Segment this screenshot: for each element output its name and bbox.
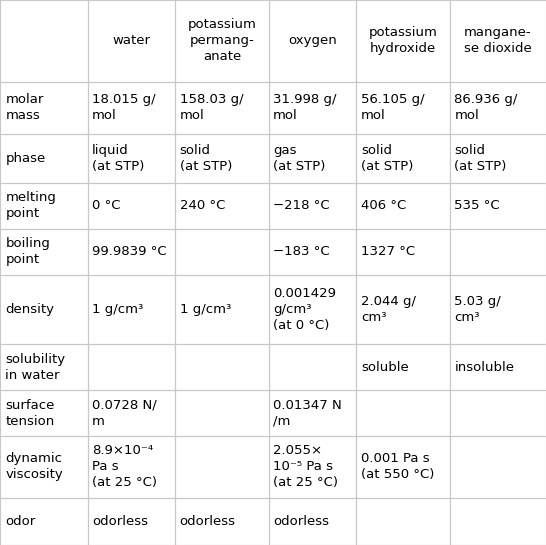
Text: odorless: odorless (92, 515, 148, 528)
Text: 18.015 g/
mol: 18.015 g/ mol (92, 93, 156, 122)
Text: odorless: odorless (180, 515, 236, 528)
Text: solid
(at STP): solid (at STP) (454, 144, 507, 173)
Text: 0.01347 N
/m: 0.01347 N /m (273, 398, 342, 427)
Text: molar
mass: molar mass (5, 93, 44, 122)
Text: −183 °C: −183 °C (273, 245, 330, 258)
Text: 240 °C: 240 °C (180, 199, 225, 212)
Text: mangane-
se dioxide: mangane- se dioxide (464, 27, 532, 56)
Text: 1 g/cm³: 1 g/cm³ (92, 303, 143, 316)
Text: water: water (112, 34, 151, 47)
Text: 99.9839 °C: 99.9839 °C (92, 245, 167, 258)
Text: surface
tension: surface tension (5, 398, 55, 427)
Text: potassium
hydroxide: potassium hydroxide (369, 27, 438, 56)
Text: solid
(at STP): solid (at STP) (361, 144, 413, 173)
Text: 2.055×
10⁻⁵ Pa s
(at 25 °C): 2.055× 10⁻⁵ Pa s (at 25 °C) (273, 444, 338, 489)
Text: potassium
permang-
anate: potassium permang- anate (188, 19, 257, 63)
Text: 158.03 g/
mol: 158.03 g/ mol (180, 93, 244, 122)
Text: melting
point: melting point (5, 191, 56, 220)
Text: 1327 °C: 1327 °C (361, 245, 415, 258)
Text: 535 °C: 535 °C (454, 199, 500, 212)
Text: odor: odor (5, 515, 35, 528)
Text: 86.936 g/
mol: 86.936 g/ mol (454, 93, 518, 122)
Text: 1 g/cm³: 1 g/cm³ (180, 303, 231, 316)
Text: 0.0728 N/
m: 0.0728 N/ m (92, 398, 157, 427)
Text: dynamic
viscosity: dynamic viscosity (5, 452, 63, 481)
Text: 5.03 g/
cm³: 5.03 g/ cm³ (454, 295, 501, 324)
Text: 31.998 g/
mol: 31.998 g/ mol (273, 93, 337, 122)
Text: 56.105 g/
mol: 56.105 g/ mol (361, 93, 424, 122)
Text: 8.9×10⁻⁴
Pa s
(at 25 °C): 8.9×10⁻⁴ Pa s (at 25 °C) (92, 444, 157, 489)
Text: 0.001 Pa s
(at 550 °C): 0.001 Pa s (at 550 °C) (361, 452, 434, 481)
Text: liquid
(at STP): liquid (at STP) (92, 144, 144, 173)
Text: 0 °C: 0 °C (92, 199, 121, 212)
Text: −218 °C: −218 °C (273, 199, 330, 212)
Text: soluble: soluble (361, 360, 408, 373)
Text: solid
(at STP): solid (at STP) (180, 144, 232, 173)
Text: phase: phase (5, 152, 46, 165)
Text: boiling
point: boiling point (5, 237, 50, 266)
Text: 0.001429
g/cm³
(at 0 °C): 0.001429 g/cm³ (at 0 °C) (273, 287, 336, 332)
Text: insoluble: insoluble (454, 360, 514, 373)
Text: 406 °C: 406 °C (361, 199, 406, 212)
Text: 2.044 g/
cm³: 2.044 g/ cm³ (361, 295, 416, 324)
Text: odorless: odorless (273, 515, 329, 528)
Text: gas
(at STP): gas (at STP) (273, 144, 325, 173)
Text: density: density (5, 303, 55, 316)
Text: oxygen: oxygen (288, 34, 337, 47)
Text: solubility
in water: solubility in water (5, 353, 66, 382)
